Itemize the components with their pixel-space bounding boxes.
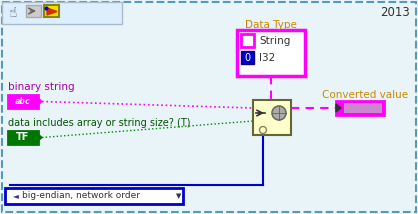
FancyBboxPatch shape (8, 131, 38, 144)
Polygon shape (47, 8, 57, 15)
Text: ☝: ☝ (9, 6, 17, 20)
FancyBboxPatch shape (336, 101, 384, 115)
Polygon shape (336, 104, 341, 112)
Text: abc: abc (15, 97, 31, 106)
FancyBboxPatch shape (241, 51, 254, 64)
Text: data includes array or string size? (T): data includes array or string size? (T) (8, 118, 191, 128)
Text: Data Type: Data Type (245, 20, 297, 30)
FancyBboxPatch shape (8, 95, 38, 108)
Text: Converted value: Converted value (322, 90, 408, 100)
FancyBboxPatch shape (237, 30, 305, 76)
Text: ◄: ◄ (13, 192, 19, 201)
FancyBboxPatch shape (2, 2, 416, 212)
Text: I32: I32 (259, 53, 275, 63)
Text: binary string: binary string (8, 82, 75, 92)
Polygon shape (38, 134, 42, 141)
Text: ▼: ▼ (176, 193, 181, 199)
Text: String: String (259, 36, 291, 46)
Polygon shape (38, 98, 42, 105)
FancyBboxPatch shape (2, 2, 122, 24)
FancyBboxPatch shape (44, 5, 59, 17)
Text: 0: 0 (245, 53, 250, 63)
Text: big-endian, network order: big-endian, network order (22, 192, 140, 201)
FancyBboxPatch shape (344, 103, 382, 113)
FancyBboxPatch shape (241, 34, 254, 47)
FancyBboxPatch shape (253, 100, 291, 135)
Text: 2013: 2013 (380, 6, 410, 18)
Circle shape (272, 106, 286, 120)
FancyBboxPatch shape (5, 188, 183, 204)
Text: TF: TF (16, 132, 30, 143)
FancyBboxPatch shape (26, 5, 41, 17)
